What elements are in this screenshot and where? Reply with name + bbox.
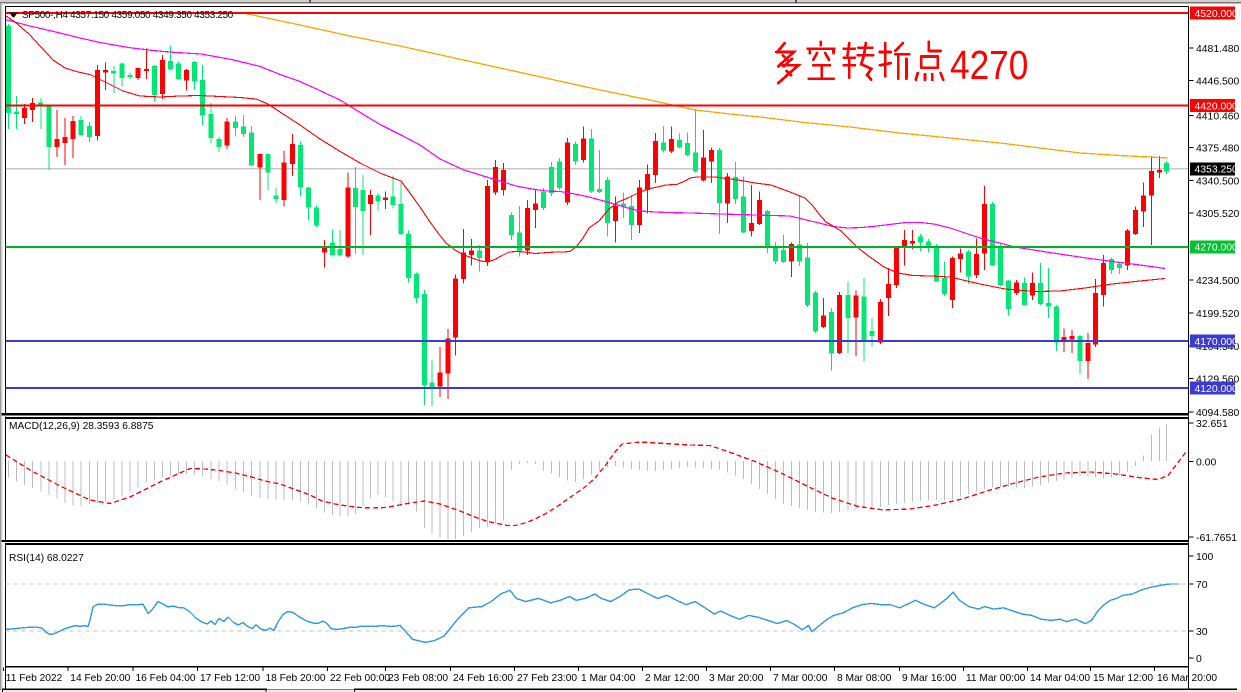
svg-text:4120.000: 4120.000 [1195,384,1239,395]
svg-text:2 Mar 12:00: 2 Mar 12:00 [645,673,700,684]
svg-text:100: 100 [1196,552,1214,563]
svg-text:23 Feb 08:00: 23 Feb 08:00 [388,673,448,684]
svg-text:4129.560: 4129.560 [1196,374,1240,385]
svg-text:17 Feb 12:00: 17 Feb 12:00 [200,673,260,684]
svg-text:4170.000: 4170.000 [1195,337,1239,348]
svg-text:4305.520: 4305.520 [1196,209,1240,220]
svg-text:0.00: 0.00 [1196,457,1216,468]
svg-text:18 Feb 20:00: 18 Feb 20:00 [266,673,326,684]
svg-text:MACD(12,26,9) 28.3593 6.8875: MACD(12,26,9) 28.3593 6.8875 [9,421,154,432]
svg-text:24 Feb 16:00: 24 Feb 16:00 [453,673,513,684]
svg-text:16 Mar 20:00: 16 Mar 20:00 [1157,673,1217,684]
svg-text:4094.580: 4094.580 [1196,408,1240,419]
svg-text:15 Mar 12:00: 15 Mar 12:00 [1093,673,1153,684]
svg-text:30: 30 [1196,627,1208,638]
svg-text:4270: 4270 [950,44,1028,89]
svg-text:4340.500: 4340.500 [1196,176,1240,187]
svg-text:14 Feb 20:00: 14 Feb 20:00 [70,673,130,684]
svg-text:4420.000: 4420.000 [1195,102,1239,113]
svg-text:3 Mar 20:00: 3 Mar 20:00 [709,673,764,684]
svg-text:8 Mar 08:00: 8 Mar 08:00 [837,673,892,684]
svg-text:RSI(14) 68.0227: RSI(14) 68.0227 [9,553,84,564]
svg-text:SP500-,H4 4357.150 4359.050 4: SP500-,H4 4357.150 4359.050 4349.350 435… [22,10,234,21]
svg-text:14 Mar 04:00: 14 Mar 04:00 [1030,673,1090,684]
svg-text:-61.7651: -61.7651 [1196,533,1237,544]
svg-text:11 Feb 2022: 11 Feb 2022 [6,673,63,684]
svg-text:4199.520: 4199.520 [1196,309,1240,320]
svg-text:4234.500: 4234.500 [1196,276,1240,287]
svg-text:70: 70 [1196,580,1208,591]
svg-text:1 Mar 04:00: 1 Mar 04:00 [581,673,636,684]
svg-text:9 Mar 16:00: 9 Mar 16:00 [902,673,957,684]
svg-text:27 Feb 23:00: 27 Feb 23:00 [517,673,577,684]
svg-text:4520.000: 4520.000 [1195,9,1239,20]
svg-text:11 Mar 00:00: 11 Mar 00:00 [966,673,1026,684]
svg-text:16 Feb 04:00: 16 Feb 04:00 [136,673,196,684]
svg-text:22 Feb 00:00: 22 Feb 00:00 [330,673,390,684]
svg-text:7 Mar 00:00: 7 Mar 00:00 [773,673,828,684]
svg-text:4410.460: 4410.460 [1196,111,1240,122]
svg-text:4375.480: 4375.480 [1196,143,1240,154]
svg-text:4446.500: 4446.500 [1196,76,1240,87]
svg-text:4270.000: 4270.000 [1195,243,1239,254]
svg-text:4481.480: 4481.480 [1196,44,1240,55]
svg-text:0: 0 [1196,654,1202,665]
svg-text:4353.250: 4353.250 [1195,165,1239,176]
svg-text:32.651: 32.651 [1196,419,1228,430]
